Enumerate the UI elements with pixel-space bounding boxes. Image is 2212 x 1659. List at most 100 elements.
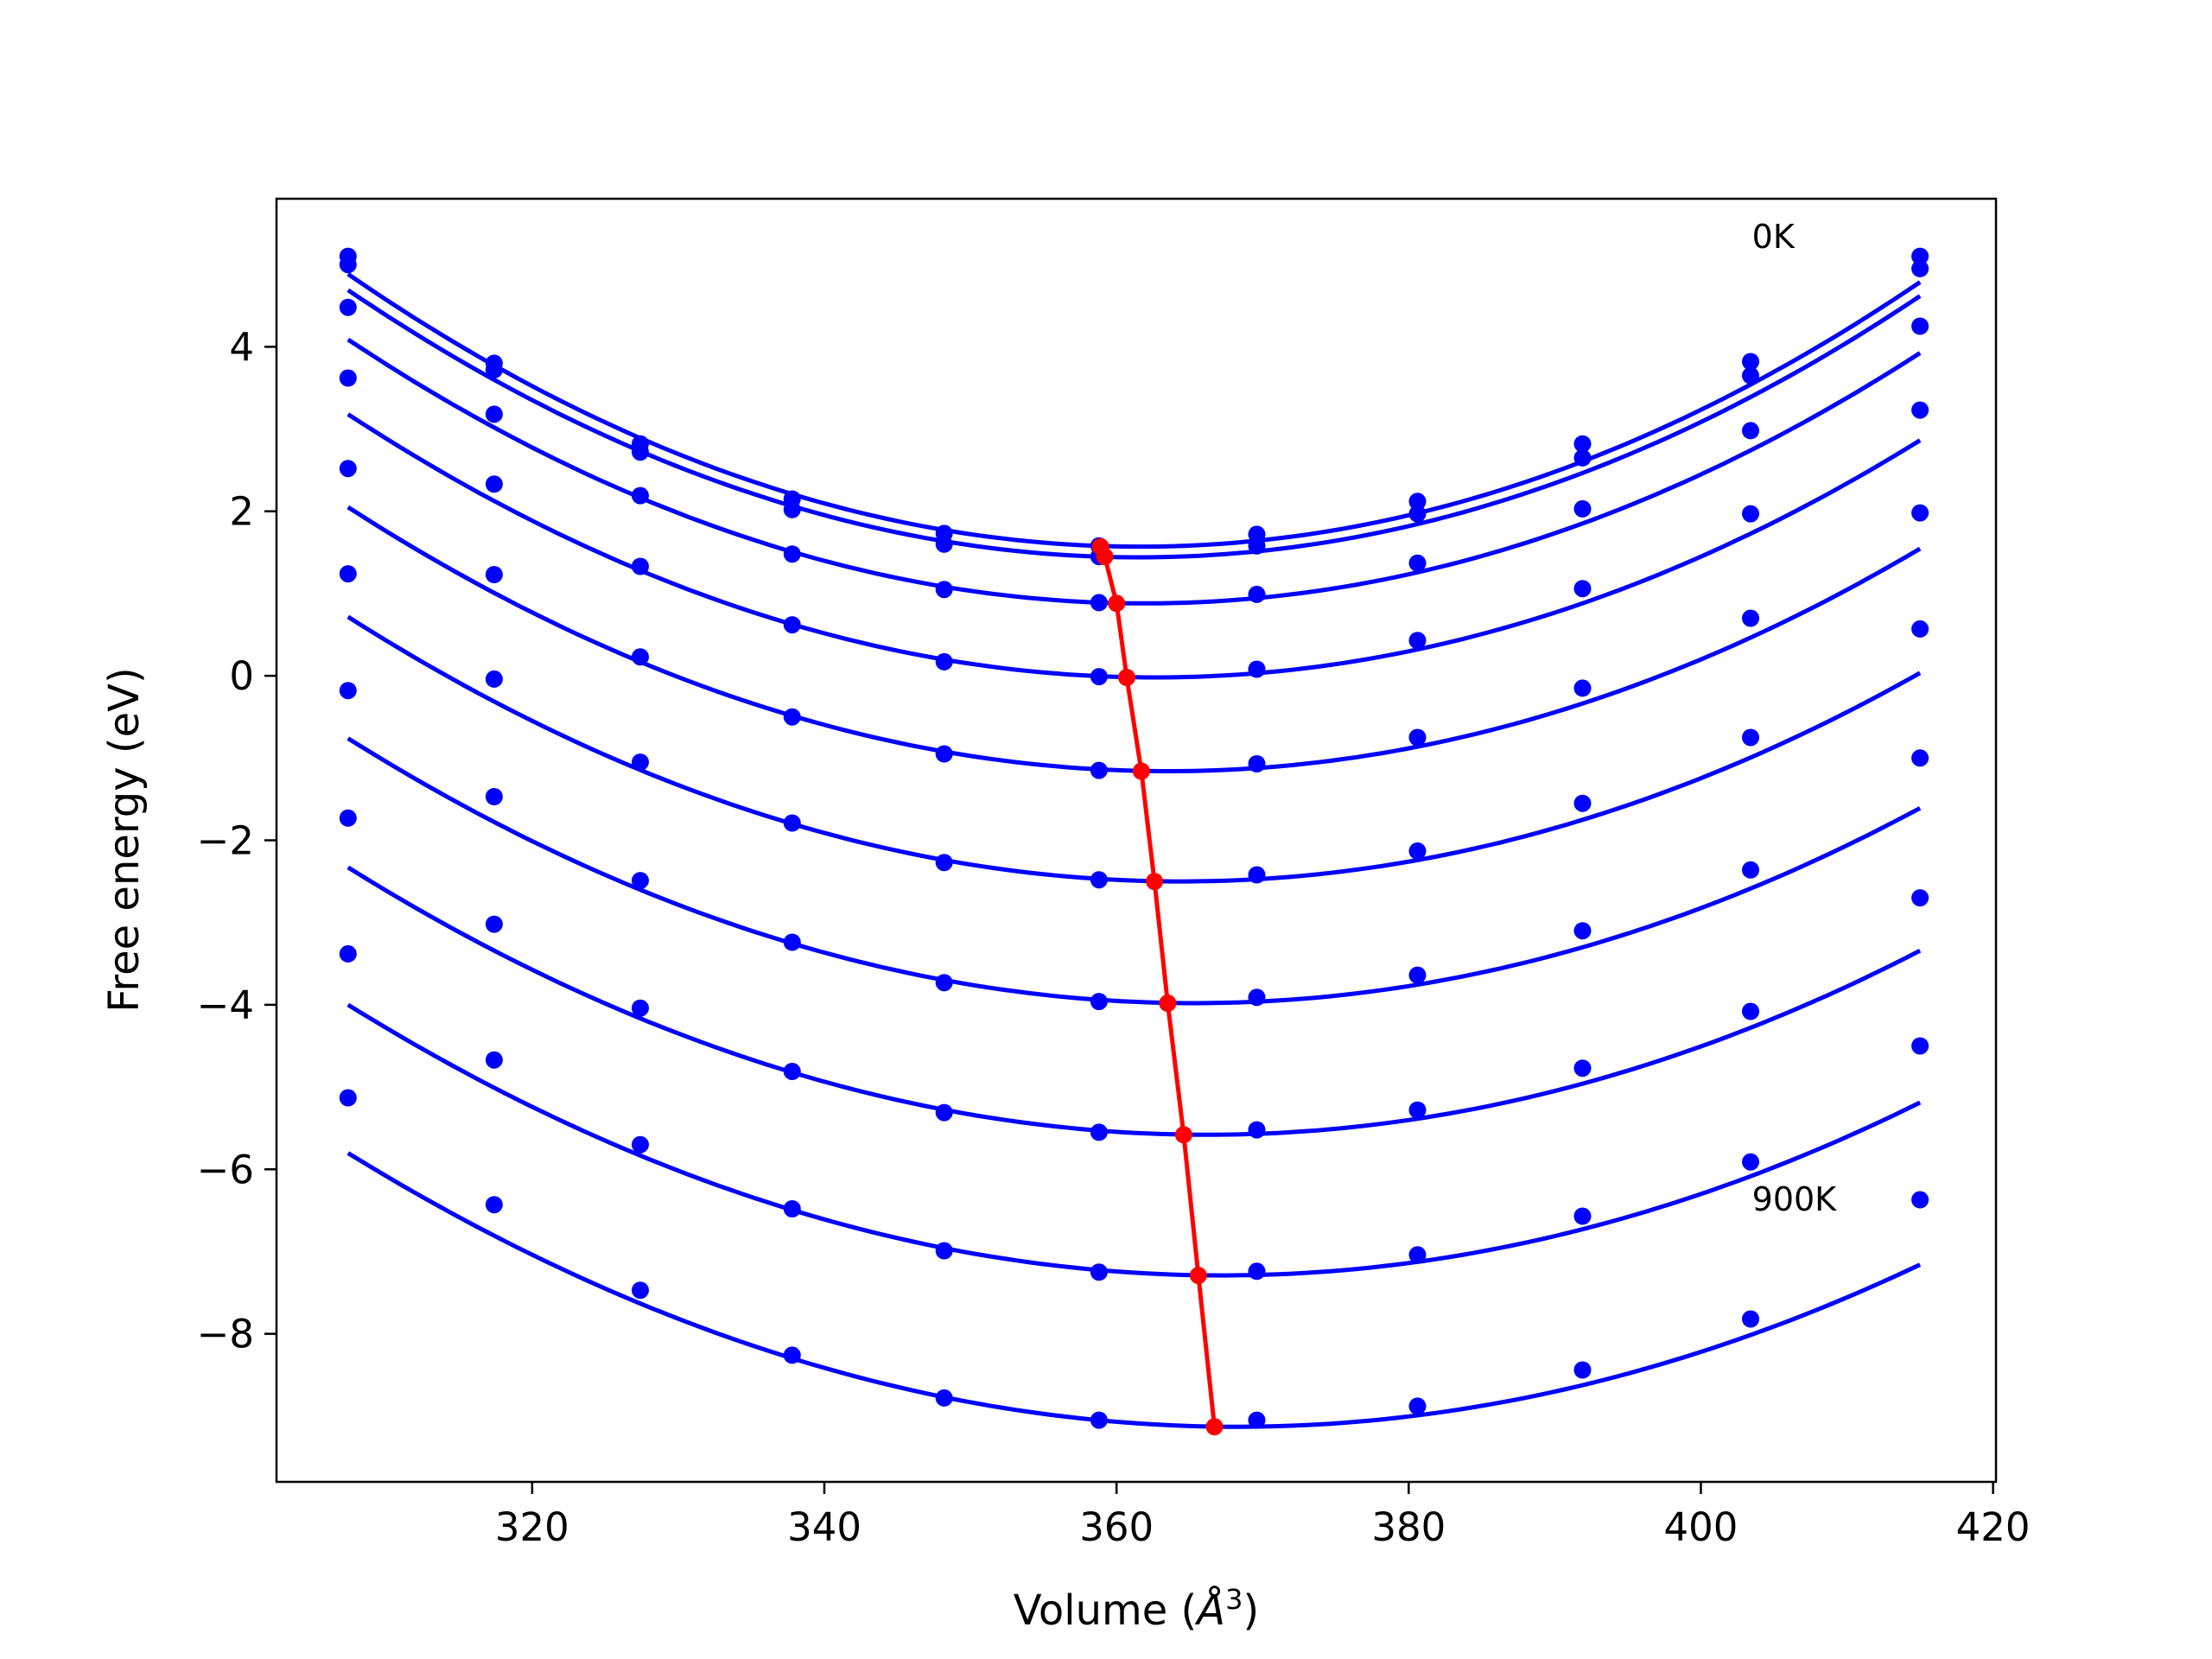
minimum-line — [1091, 537, 1224, 1436]
x-axis-label-symbol: Å — [1194, 1586, 1225, 1635]
data-point — [1408, 1246, 1427, 1264]
y-tick-label: −6 — [197, 1147, 254, 1192]
minimum-point — [1174, 1126, 1192, 1144]
data-point — [1742, 609, 1759, 627]
data-point — [935, 974, 953, 992]
data-point — [1248, 1262, 1266, 1281]
data-point — [783, 500, 801, 518]
data-point — [339, 460, 357, 478]
minimum-point — [1189, 1267, 1207, 1285]
data-point — [1090, 668, 1108, 686]
fit-curve-1 — [346, 288, 1922, 560]
data-point — [1248, 1411, 1266, 1429]
data-point — [1742, 353, 1759, 371]
fit-curve-2 — [346, 337, 1922, 606]
data-point — [632, 648, 649, 666]
data-point — [1573, 1207, 1592, 1225]
data-point — [1248, 988, 1266, 1007]
data-point — [1573, 679, 1592, 697]
data-point — [1408, 966, 1427, 984]
x-tick-label: 360 — [1079, 1504, 1154, 1550]
data-point — [1911, 1191, 1929, 1209]
y-tick-label: 0 — [229, 653, 254, 699]
data-point — [1408, 554, 1427, 572]
minimum-point — [1205, 1418, 1224, 1436]
series-points — [339, 247, 1929, 1429]
data-point — [1911, 401, 1929, 419]
plot-area — [275, 197, 1998, 1484]
fit-curve-0 — [346, 272, 1922, 550]
data-point — [1911, 317, 1929, 335]
data-point — [1742, 1153, 1759, 1171]
data-point — [1742, 505, 1759, 523]
fit-curve-5 — [346, 614, 1922, 884]
data-point — [1408, 493, 1427, 511]
data-point — [632, 753, 649, 772]
x-axis-label-superscript: 3 — [1225, 1583, 1243, 1616]
x-axis-label: Volume (Å3) — [1014, 1583, 1259, 1635]
data-point — [783, 1346, 801, 1364]
data-point — [1408, 505, 1427, 523]
data-point — [935, 1103, 953, 1122]
data-point — [1408, 632, 1427, 650]
data-point — [783, 814, 801, 832]
data-point — [1248, 1121, 1266, 1139]
minimum-point — [1096, 548, 1114, 566]
fit-curve-6 — [346, 736, 1922, 1006]
data-point — [1248, 660, 1266, 678]
x-axis-label-suffix: ) — [1243, 1586, 1259, 1635]
data-point — [783, 708, 801, 726]
data-point — [485, 405, 503, 423]
y-tick-label: 4 — [229, 324, 254, 370]
x-tick-label: 420 — [1956, 1504, 2031, 1550]
data-point — [1911, 1037, 1929, 1055]
data-point — [485, 566, 503, 583]
data-point — [485, 1051, 503, 1069]
data-point — [1090, 1123, 1108, 1141]
minimum-line-path — [1098, 545, 1217, 1427]
data-point — [783, 933, 801, 951]
data-point — [485, 1196, 503, 1214]
data-point — [1742, 861, 1759, 879]
fit-curve-8 — [346, 1002, 1922, 1278]
annotation-label: 0K — [1752, 218, 1796, 256]
data-point — [1090, 761, 1108, 779]
data-point — [1408, 728, 1427, 747]
data-point — [339, 809, 357, 827]
y-tick-label: 2 — [229, 489, 254, 535]
data-point — [1911, 504, 1929, 522]
y-axis-ticks: −8 −6 −4 −2 0 2 4 — [197, 324, 276, 1357]
data-point — [1408, 1397, 1427, 1415]
minimum-point — [1118, 669, 1135, 686]
data-point — [632, 486, 649, 505]
data-point — [339, 682, 357, 700]
data-point — [485, 361, 503, 378]
minimum-point — [1146, 873, 1164, 891]
fit-curve-9 — [346, 1151, 1922, 1429]
annotations: 0K 900K — [1752, 218, 1838, 1218]
data-point — [935, 652, 953, 671]
data-point — [1573, 580, 1592, 598]
y-tick-label: −8 — [197, 1312, 254, 1357]
data-point — [1408, 842, 1427, 860]
x-tick-label: 400 — [1664, 1504, 1738, 1550]
data-point — [632, 1135, 649, 1154]
data-point — [339, 256, 357, 274]
data-point — [1911, 247, 1929, 265]
y-tick-label: −2 — [197, 818, 254, 864]
data-point — [1248, 537, 1266, 555]
data-point — [935, 745, 953, 763]
data-point — [1573, 1361, 1592, 1379]
data-point — [1408, 1101, 1427, 1119]
data-point — [339, 565, 357, 583]
data-point — [339, 298, 357, 316]
data-point — [1573, 1059, 1592, 1077]
x-tick-label: 380 — [1371, 1504, 1446, 1550]
data-point — [1248, 866, 1266, 884]
data-point — [1248, 755, 1266, 772]
data-point — [485, 475, 503, 493]
data-point — [632, 557, 649, 575]
data-point — [935, 1389, 953, 1407]
data-point — [1090, 1411, 1108, 1429]
x-axis-label-prefix: Volume ( — [1014, 1586, 1198, 1635]
